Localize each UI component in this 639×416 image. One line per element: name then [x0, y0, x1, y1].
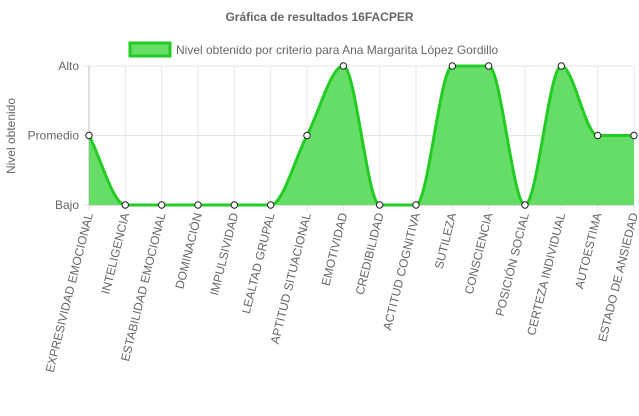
x-tick-label: IMPULSIVIDAD [207, 211, 241, 297]
x-tick-label: ACTITUD COGNITIVA [380, 211, 423, 331]
x-tick-label: DOMINACIÓN [171, 211, 204, 290]
x-tick-label: INTELIGENCIA [98, 211, 132, 295]
data-point[interactable] [521, 201, 529, 209]
x-tick-label: LEALTAD GRUPAL [239, 211, 278, 315]
legend[interactable]: Nivel obtenido por criterio para Ana Mar… [128, 41, 498, 58]
data-point[interactable] [266, 201, 275, 209]
legend-swatch [128, 41, 172, 58]
x-tick-label: ESTADO DE ANSIEDAD [595, 211, 639, 343]
data-point[interactable] [593, 131, 602, 140]
data-point[interactable] [557, 62, 566, 70]
x-tick-label: SUTILEZA [432, 211, 459, 270]
y-tick-label: Promedio [28, 129, 80, 143]
x-tick-label: POSICIÓN SOCIAL [492, 211, 532, 318]
y-tick-label: Bajo [55, 198, 79, 212]
data-point[interactable] [121, 201, 130, 209]
chart-title: Gráfica de resultados 16FACPER [225, 10, 413, 24]
data-point[interactable] [412, 201, 420, 209]
data-point[interactable] [448, 62, 457, 70]
y-tick-label: Alto [58, 59, 79, 73]
y-tick-layer: Bajo Promedio Alto [28, 59, 80, 212]
data-point[interactable] [85, 131, 93, 140]
x-tick-label: EMOTIVIDAD [319, 211, 351, 287]
x-tick-label: CERTEZA INDIVIDUAL [524, 211, 568, 337]
legend-label: Nivel obtenido por criterio para Ana Mar… [176, 43, 498, 57]
data-point[interactable] [194, 201, 202, 209]
point-layer [85, 62, 638, 209]
data-point[interactable] [230, 201, 239, 209]
data-point[interactable] [484, 62, 493, 70]
x-tick-layer: EXPRESIVIDAD EMOCIONAL INTELIGENCIAESTABI… [43, 211, 639, 374]
data-point[interactable] [375, 201, 384, 209]
data-point[interactable] [157, 201, 166, 209]
x-tick-label: AUTOESTIMA [572, 211, 604, 290]
data-point[interactable] [339, 62, 348, 70]
data-point[interactable] [630, 131, 638, 140]
x-tick-label: APTITUD SITUACIONAL [268, 211, 314, 345]
data-point[interactable] [303, 131, 311, 140]
x-tick-label: CREDIBILIDAD [353, 211, 387, 296]
x-tick-label: CONSCIENCIA [462, 211, 496, 295]
x-tick-label: EXPRESIVIDAD EMOCIONAL [43, 211, 96, 374]
y-axis-label: Nivel obtenido [4, 98, 18, 174]
